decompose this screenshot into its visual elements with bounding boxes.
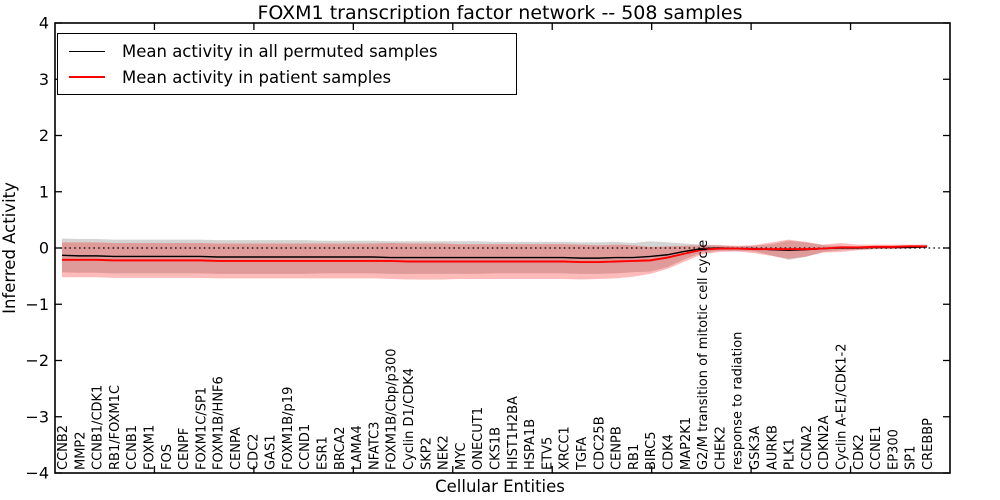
patient-mean-line — [62, 245, 927, 264]
category-label: FOXM1B/p19 — [281, 387, 296, 470]
category-label: CDKN2A — [817, 415, 832, 470]
y-tick-label: −2 — [25, 351, 49, 370]
category-label: G2/M transition of mitotic cell cycle — [696, 240, 711, 470]
category-label: CCNB1 — [125, 425, 140, 470]
category-label: CREBBP — [921, 418, 936, 470]
category-label: CCND1 — [298, 424, 313, 470]
category-label: ESR1 — [316, 436, 331, 470]
category-label: response to radiation — [731, 332, 746, 470]
category-label: EP300 — [886, 429, 901, 470]
y-tick-label: 0 — [39, 239, 49, 258]
category-label: MYC — [454, 442, 469, 470]
y-tick-label: −3 — [25, 407, 49, 426]
category-label: LAMA4 — [350, 425, 365, 470]
y-axis-title: Inferred Activity — [0, 182, 19, 314]
permuted-std-band — [62, 238, 927, 274]
category-label: CCNE1 — [869, 426, 884, 470]
category-label: CKS1B — [489, 427, 504, 470]
category-label: SKP2 — [419, 437, 434, 470]
category-label: Cyclin D1/CDK4 — [402, 368, 417, 470]
category-label: CENPA — [229, 427, 244, 470]
category-label: GAS1 — [264, 435, 279, 471]
category-label: ONECUT1 — [471, 407, 486, 470]
category-label: SP1 — [904, 446, 919, 470]
y-tick-label: 1 — [39, 182, 49, 201]
category-label: FOXM1 — [143, 425, 158, 470]
category-label: NEK2 — [437, 435, 452, 470]
category-label: BIRC5 — [644, 432, 659, 471]
y-tick-label: 4 — [39, 14, 49, 33]
y-tick-label: 3 — [39, 70, 49, 89]
category-label: MAP2K1 — [679, 417, 694, 470]
category-label: AURKB — [765, 425, 780, 470]
y-tick-label: 2 — [39, 126, 49, 145]
category-label: CCNA2 — [800, 425, 815, 470]
category-label: RB1 — [627, 444, 642, 470]
category-label: CHEK2 — [713, 426, 728, 470]
legend-item-permuted: Mean activity in all permuted samples — [69, 42, 516, 61]
category-label: NFATC3 — [367, 422, 382, 470]
category-label: Cyclin A-E1/CDK1-2 — [835, 343, 850, 470]
category-label: CDK4 — [662, 434, 677, 470]
category-label: CENPF — [177, 428, 192, 470]
chart-title: FOXM1 transcription factor network -- 50… — [257, 2, 743, 24]
category-label: HSPA1B — [523, 419, 538, 470]
legend: Mean activity in all permuted samples Me… — [57, 33, 517, 95]
permuted-line-swatch — [69, 50, 105, 52]
x-axis-title: Cellular Entities — [435, 477, 565, 496]
category-label: CDK2 — [852, 434, 867, 470]
patient-line-swatch — [69, 76, 105, 78]
legend-label-permuted: Mean activity in all permuted samples — [122, 41, 438, 61]
category-label: HIST1H2BA — [506, 396, 521, 470]
category-label: CCNB1/CDK1 — [91, 385, 106, 470]
category-label: RB1/FOXM1C — [108, 385, 123, 470]
legend-item-patient: Mean activity in patient samples — [69, 68, 516, 87]
category-label: FOXM1C/SP1 — [194, 387, 209, 470]
category-label: GSK3A — [748, 426, 763, 470]
category-label: CDC2 — [246, 434, 261, 470]
category-label: PLK1 — [783, 438, 798, 470]
legend-label-patient: Mean activity in patient samples — [122, 67, 392, 87]
y-tick-label: −1 — [25, 295, 49, 314]
category-label: ETV5 — [540, 437, 555, 470]
category-label: FOXM1B/Cbp/p300 — [385, 348, 400, 470]
category-label: BRCA2 — [333, 426, 348, 470]
category-label: XRCC1 — [558, 426, 573, 470]
category-label: CCNB2 — [56, 425, 71, 470]
category-label: FOS — [160, 444, 175, 470]
category-label: TGFA — [575, 437, 590, 471]
category-label: CDC25B — [592, 416, 607, 470]
category-label: MMP2 — [73, 431, 88, 470]
y-tick-label: −4 — [25, 464, 49, 483]
category-label: FOXM1B/HNF6 — [212, 376, 227, 470]
category-label: CENPB — [610, 426, 625, 470]
